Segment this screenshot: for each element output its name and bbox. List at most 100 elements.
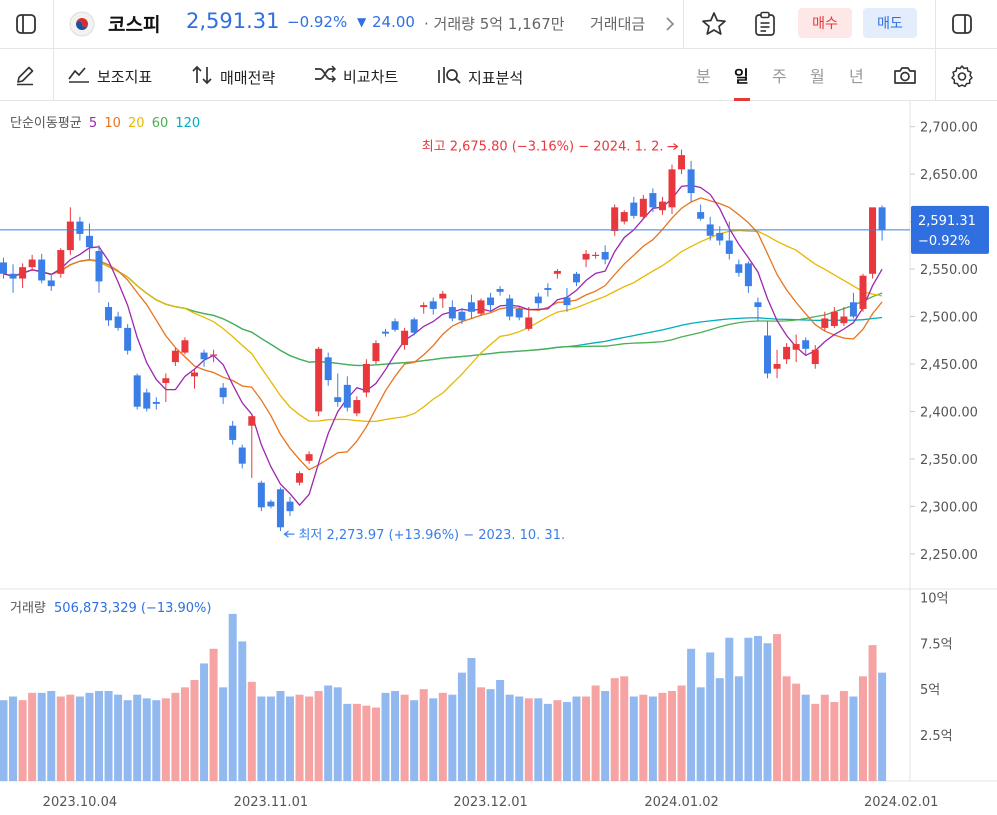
- price-volume-chart[interactable]: 2,700.002,650.002,600.002,550.002,500.00…: [0, 101, 997, 815]
- volume-legend: 거래량 506,873,329 (−13.90%): [10, 597, 211, 616]
- ma-20-line: [3, 229, 883, 423]
- moving-average-lines: [3, 184, 883, 507]
- date-tick-label: 2024.02.01: [864, 795, 938, 810]
- right-panel-toggle-icon[interactable]: [950, 12, 974, 36]
- date-tick-label: 2023.11.01: [234, 795, 308, 810]
- period-tab-year[interactable]: 년: [849, 67, 864, 86]
- volume-bar: [352, 703, 361, 781]
- volume-bars: [0, 613, 887, 781]
- candle-body: [353, 400, 361, 414]
- candle-body: [124, 327, 132, 351]
- candle-body: [811, 349, 819, 364]
- chart-toolbar: [0, 48, 997, 101]
- ma-legend[interactable]: 단순이동평균 5 10 20 60 120: [10, 112, 200, 131]
- candle-body: [420, 305, 428, 308]
- compare-tool-button[interactable]: 비교차트: [313, 64, 398, 88]
- period-tab-week[interactable]: 주: [772, 67, 787, 86]
- candle-body: [601, 251, 609, 260]
- volume-bar: [324, 685, 333, 781]
- candlestick-series: [0, 149, 886, 532]
- candle-body: [286, 501, 294, 512]
- price-tick-label: 2,450.00: [920, 358, 978, 373]
- volume-bar: [782, 676, 791, 781]
- ma-legend-10: 10: [104, 116, 121, 131]
- ma-legend-60: 60: [151, 116, 169, 131]
- volume-bar: [28, 692, 37, 781]
- period-tab-minute[interactable]: 분: [696, 67, 711, 86]
- volume-bar: [773, 634, 782, 781]
- volume-bar: [410, 700, 419, 781]
- current-price-tag-value: 2,591.31: [918, 214, 976, 229]
- ma-legend-5: 5: [88, 116, 98, 131]
- volume-bar: [219, 687, 228, 781]
- buy-button[interactable]: 매수: [798, 8, 852, 38]
- volume-bar: [171, 692, 180, 781]
- volume-bar: [371, 707, 380, 781]
- candle-body: [467, 302, 475, 312]
- volume-bar: [687, 648, 696, 781]
- volume-bar: [75, 696, 84, 781]
- indicator-tool-button[interactable]: 보조지표: [67, 64, 152, 88]
- candle-body: [553, 270, 561, 274]
- strategy-tool-button[interactable]: 매매전략: [190, 64, 275, 90]
- candle-body: [315, 348, 323, 412]
- analysis-tool-button[interactable]: 지표분석: [436, 64, 523, 90]
- candle-body: [248, 416, 256, 426]
- strategy-arrows-icon: [190, 64, 214, 90]
- camera-icon[interactable]: [890, 62, 920, 88]
- volume-bar: [161, 698, 170, 781]
- current-price-tag-change: −0.92%: [918, 234, 970, 249]
- volume-bar: [257, 696, 266, 781]
- volume-tick-label: 2.5억: [920, 729, 953, 744]
- low-arrow-head: [283, 530, 289, 538]
- volume-bar: [142, 698, 151, 781]
- indicator-tool-label: 보조지표: [97, 67, 153, 86]
- ma-legend-20: 20: [128, 116, 145, 131]
- current-price: 2,591.31: [186, 9, 280, 33]
- candle-body: [305, 454, 313, 461]
- volume-bar: [276, 691, 285, 781]
- candle-body: [878, 207, 886, 230]
- date-tick-label: 2023.10.04: [43, 795, 117, 810]
- sidebar-toggle-icon[interactable]: [14, 12, 38, 36]
- candle-body: [0, 262, 7, 274]
- price-tick-label: 2,700.00: [920, 121, 978, 136]
- star-icon[interactable]: [700, 11, 728, 37]
- volume-bar: [830, 702, 839, 781]
- candle-body: [735, 264, 743, 273]
- period-tab-day[interactable]: 일: [734, 67, 749, 86]
- chevron-right-icon[interactable]: [662, 14, 678, 34]
- pencil-icon[interactable]: [12, 62, 38, 88]
- ma-legend-title: 단순이동평균: [10, 116, 82, 131]
- chart-gridlines: [0, 101, 997, 782]
- volume-bar: [18, 700, 27, 781]
- volume-bar: [763, 643, 772, 781]
- volume-bar: [801, 694, 810, 781]
- candle-body: [276, 489, 284, 528]
- volume-bar: [734, 676, 743, 781]
- low-price-annotation: 최저 2,273.97 (+13.96%) − 2023. 10. 31.: [298, 528, 565, 543]
- volume-bar: [123, 700, 132, 781]
- candle-body: [859, 275, 867, 309]
- divider: [935, 48, 936, 100]
- candle-body: [744, 263, 752, 287]
- volume-tick-label: 7.5억: [920, 637, 953, 652]
- period-tab-month[interactable]: 월: [810, 67, 825, 86]
- settings-gear-icon[interactable]: [948, 62, 976, 90]
- candle-body: [830, 311, 838, 327]
- volume-bar: [677, 685, 686, 781]
- candle-body: [200, 352, 208, 360]
- volume-bar: [180, 687, 189, 781]
- clipboard-icon[interactable]: [751, 10, 779, 38]
- candle-body: [754, 302, 762, 308]
- volume-bar: [362, 705, 371, 781]
- sell-button[interactable]: 매도: [863, 8, 917, 38]
- price-tick-label: 2,400.00: [920, 405, 978, 420]
- index-title[interactable]: 코스피: [108, 14, 161, 36]
- volume-bar: [868, 645, 877, 781]
- volume-bar: [228, 613, 237, 781]
- volume-bar: [438, 692, 447, 781]
- candle-body: [869, 207, 877, 274]
- candle-body: [439, 293, 447, 299]
- compare-tool-label: 비교차트: [343, 67, 399, 86]
